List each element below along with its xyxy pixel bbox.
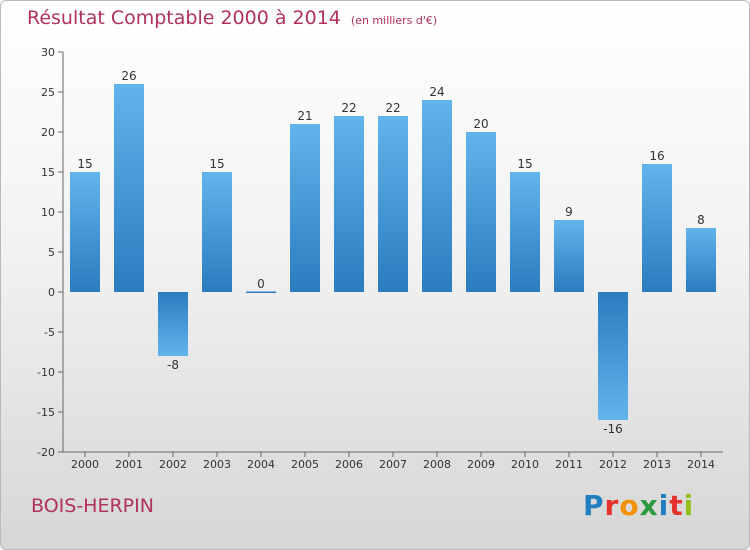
x-tick-label: 2007 <box>379 458 407 471</box>
data-label: -8 <box>167 358 179 372</box>
x-tick-label: 2010 <box>511 458 539 471</box>
y-tick-label: 10 <box>41 206 55 219</box>
x-tick-label: 2008 <box>423 458 451 471</box>
y-tick-label: 20 <box>41 126 55 139</box>
y-tick-label: 30 <box>41 46 55 59</box>
logo-letter: t <box>669 489 684 522</box>
bar <box>334 116 364 292</box>
x-tick-label: 2009 <box>467 458 495 471</box>
y-tick-label: -15 <box>37 406 55 419</box>
chart-subtitle: (en milliers d'€) <box>350 14 438 27</box>
bar <box>246 291 276 293</box>
logo-letter: P <box>583 489 605 522</box>
x-tick-label: 2005 <box>291 458 319 471</box>
logo-letter: o <box>619 489 640 522</box>
bar <box>598 292 628 420</box>
y-tick-label: 25 <box>41 86 55 99</box>
x-tick-label: 2003 <box>203 458 231 471</box>
x-tick-label: 2014 <box>687 458 715 471</box>
bar <box>202 172 232 292</box>
logo-letter: x <box>639 489 659 522</box>
bar <box>290 124 320 292</box>
bar <box>378 116 408 292</box>
data-labels: 15 26 -8 15 0 21 22 22 24 20 15 9 -16 16 8 <box>77 69 704 436</box>
bar <box>686 228 716 292</box>
bar <box>554 220 584 292</box>
data-label: -16 <box>603 422 623 436</box>
data-label: 15 <box>77 157 92 171</box>
x-tick-label: 2011 <box>555 458 583 471</box>
data-label: 22 <box>385 101 400 115</box>
x-tick-label: 2000 <box>71 458 99 471</box>
y-tick-label: 5 <box>48 246 55 259</box>
bar <box>510 172 540 292</box>
data-label: 26 <box>121 69 136 83</box>
chart-title: Résultat Comptable 2000 à 2014 (en millie… <box>27 7 437 29</box>
data-label: 9 <box>565 205 573 219</box>
y-tick-label: 15 <box>41 166 55 179</box>
x-tick-label: 2006 <box>335 458 363 471</box>
x-tick-label: 2013 <box>643 458 671 471</box>
axes: 30 25 20 15 10 5 0 -5 -10 -15 -20 2000 2001 2002 2003 2… <box>37 46 723 471</box>
logo-letter: i <box>683 489 695 522</box>
x-tick-label: 2004 <box>247 458 275 471</box>
bar <box>114 84 144 292</box>
x-tick-label: 2002 <box>159 458 187 471</box>
data-label: 21 <box>297 109 312 123</box>
proxiti-logo: Proxiti <box>583 489 694 522</box>
bar <box>642 164 672 292</box>
bar <box>158 292 188 356</box>
x-tick-label: 2001 <box>115 458 143 471</box>
x-tick-label: 2012 <box>599 458 627 471</box>
commune-name: BOIS-HERPIN <box>31 495 154 517</box>
y-tick-label: 0 <box>48 286 55 299</box>
y-tick-label: -10 <box>37 366 55 379</box>
data-label: 8 <box>697 213 705 227</box>
data-label: 15 <box>517 157 532 171</box>
bar <box>70 172 100 292</box>
y-tick-label: -5 <box>44 326 55 339</box>
data-label: 24 <box>429 85 444 99</box>
y-tick-label: -20 <box>37 446 55 459</box>
bar <box>466 132 496 292</box>
data-label: 15 <box>209 157 224 171</box>
logo-letter: r <box>604 489 620 522</box>
data-label: 16 <box>649 149 664 163</box>
title-text: Résultat Comptable 2000 à 2014 <box>27 7 341 29</box>
bar <box>422 100 452 292</box>
data-label: 0 <box>257 277 265 291</box>
data-label: 20 <box>473 117 488 131</box>
data-label: 22 <box>341 101 356 115</box>
bars <box>70 84 716 420</box>
logo-letter: i <box>658 489 670 522</box>
